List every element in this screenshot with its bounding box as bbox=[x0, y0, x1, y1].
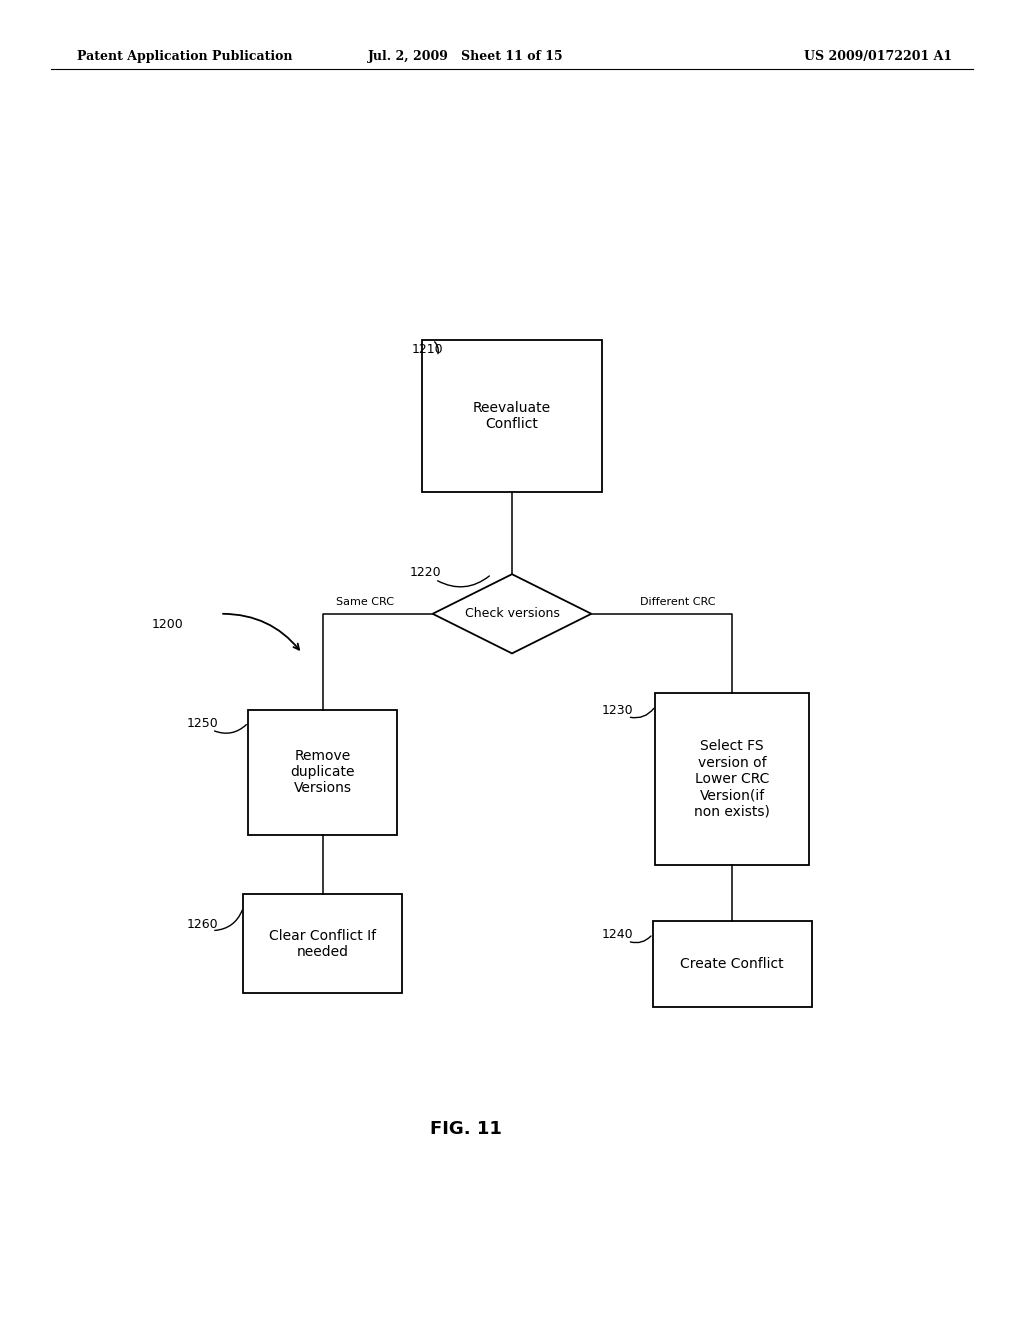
Text: Same CRC: Same CRC bbox=[336, 597, 394, 607]
Text: 1250: 1250 bbox=[186, 717, 218, 730]
Text: 1200: 1200 bbox=[152, 618, 183, 631]
Text: Different CRC: Different CRC bbox=[640, 597, 716, 607]
Text: 1220: 1220 bbox=[410, 566, 441, 579]
Polygon shape bbox=[432, 574, 592, 653]
Text: Check versions: Check versions bbox=[465, 607, 559, 620]
Text: Select FS
version of
Lower CRC
Version(if
non exists): Select FS version of Lower CRC Version(i… bbox=[694, 739, 770, 818]
Text: Patent Application Publication: Patent Application Publication bbox=[77, 50, 292, 63]
Text: 1240: 1240 bbox=[602, 928, 634, 941]
Bar bbox=[653, 921, 811, 1006]
Text: 1260: 1260 bbox=[186, 917, 218, 931]
Bar bbox=[248, 710, 396, 836]
Bar bbox=[655, 693, 809, 865]
Text: Remove
duplicate
Versions: Remove duplicate Versions bbox=[291, 748, 354, 796]
Text: FIG. 11: FIG. 11 bbox=[430, 1119, 502, 1138]
Text: Clear Conflict If
needed: Clear Conflict If needed bbox=[269, 929, 376, 958]
Text: 1210: 1210 bbox=[412, 343, 443, 356]
Bar bbox=[422, 339, 601, 491]
Bar bbox=[244, 895, 401, 993]
Text: 1230: 1230 bbox=[602, 704, 634, 717]
Text: Jul. 2, 2009   Sheet 11 of 15: Jul. 2, 2009 Sheet 11 of 15 bbox=[368, 50, 564, 63]
Text: US 2009/0172201 A1: US 2009/0172201 A1 bbox=[804, 50, 952, 63]
Text: Create Conflict: Create Conflict bbox=[680, 957, 784, 970]
Text: Reevaluate
Conflict: Reevaluate Conflict bbox=[473, 401, 551, 430]
